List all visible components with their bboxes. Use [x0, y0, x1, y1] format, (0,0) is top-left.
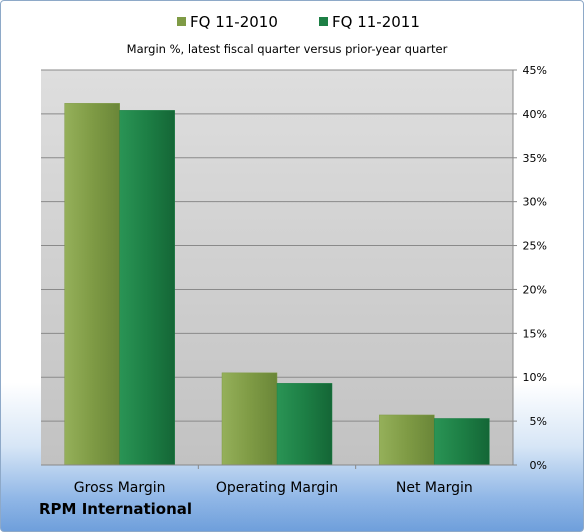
bar-fq-11-2011 [276, 383, 333, 466]
y-tick-label: 15% [523, 327, 547, 340]
bars [64, 103, 490, 466]
legend: FQ 11-2010 FQ 11-2011 [177, 13, 420, 31]
y-axis-ticks: 0% 5% 10% 15% 20% 25% 30% 35% 40% 45% [513, 64, 547, 472]
category-label: Net Margin [396, 480, 473, 496]
legend-swatch-fq-2010 [177, 17, 186, 26]
y-tick-label: 30% [523, 196, 547, 209]
x-axis-labels: Gross Margin Operating Margin Net Margin [74, 465, 473, 496]
y-tick-label: 35% [523, 152, 547, 165]
bar-fq-11-2010 [64, 103, 120, 466]
y-tick-label: 5% [530, 415, 547, 428]
y-tick-label: 10% [523, 371, 547, 384]
y-tick-label: 25% [523, 240, 547, 253]
legend-label-fq-2011: FQ 11-2011 [332, 13, 420, 31]
legend-swatch-fq-2011 [319, 17, 328, 26]
company-label: RPM International [39, 500, 193, 518]
bar-fq-11-2010 [221, 372, 278, 466]
legend-label-fq-2010: FQ 11-2010 [190, 13, 278, 31]
category-label: Gross Margin [74, 480, 166, 496]
bar-fq-11-2010 [379, 414, 435, 466]
y-tick-label: 45% [523, 64, 547, 77]
y-tick-label: 20% [523, 283, 547, 296]
category-label: Operating Margin [216, 480, 338, 496]
bar-fq-11-2011 [434, 418, 490, 466]
y-tick-label: 0% [530, 459, 547, 472]
bar-fq-11-2011 [119, 110, 175, 466]
chart-subtitle: Margin %, latest fiscal quarter versus p… [127, 42, 448, 56]
y-tick-label: 40% [523, 108, 547, 121]
